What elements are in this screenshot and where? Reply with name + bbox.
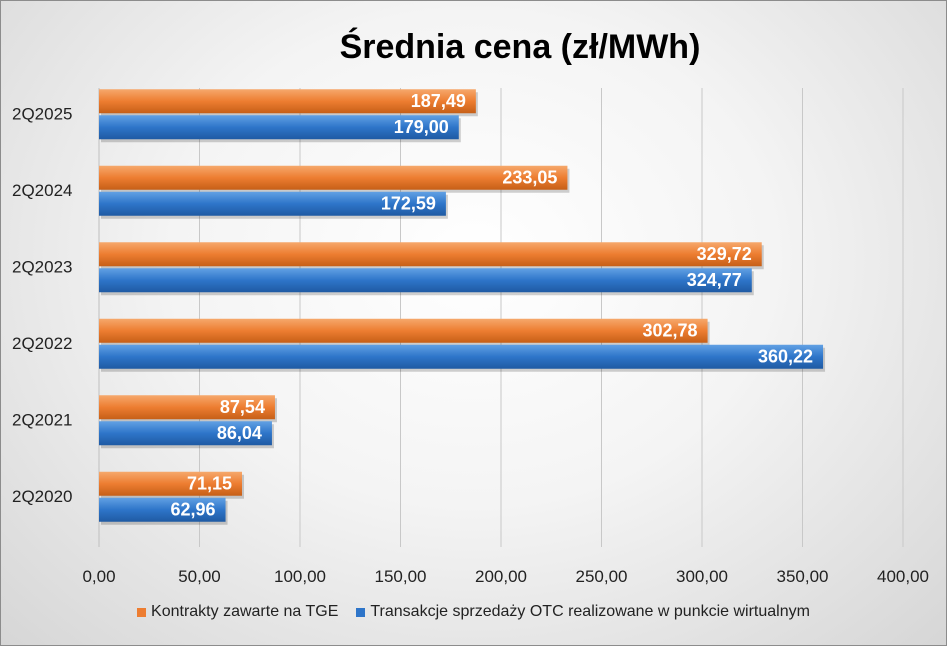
bar-tge-2Q2024 — [99, 165, 568, 190]
bar-otc-2Q2023 — [99, 268, 752, 293]
bar-tge-2Q2025 — [99, 89, 476, 114]
bar-otc-2Q2025 — [99, 115, 459, 140]
data-label-otc-2Q2023: 324,77 — [687, 270, 742, 290]
x-tick-label-8: 400,00 — [877, 567, 929, 586]
x-tick-label-6: 300,00 — [676, 567, 728, 586]
data-label-tge-2Q2023: 329,72 — [697, 244, 752, 264]
legend-swatch-otc — [356, 607, 366, 617]
x-tick-label-1: 50,00 — [178, 567, 221, 586]
data-label-tge-2Q2021: 87,54 — [220, 397, 265, 417]
y-tick-label-1: 2Q2024 — [12, 181, 73, 200]
x-tick-label-0: 0,00 — [82, 567, 115, 586]
legend-item-otc: Transakcje sprzedaży OTC realizowane w p… — [356, 603, 810, 621]
y-tick-label-4: 2Q2021 — [12, 411, 73, 430]
x-tick-label-7: 350,00 — [777, 567, 829, 586]
legend-item-tge: Kontrakty zawarte na TGE — [137, 603, 338, 621]
data-label-tge-2Q2020: 71,15 — [187, 474, 232, 494]
data-label-tge-2Q2025: 187,49 — [411, 91, 466, 111]
data-label-otc-2Q2022: 360,22 — [758, 347, 813, 367]
y-tick-label-5: 2Q2020 — [12, 487, 73, 506]
x-tick-label-5: 250,00 — [576, 567, 628, 586]
bar-otc-2Q2022 — [99, 344, 824, 369]
bar-tge-2Q2022 — [99, 318, 708, 343]
bar-tge-2Q2020 — [99, 471, 243, 496]
data-label-otc-2Q2024: 172,59 — [381, 194, 436, 214]
bar-otc-2Q2020 — [99, 497, 226, 522]
data-label-otc-2Q2025: 179,00 — [394, 117, 449, 137]
y-tick-label-3: 2Q2022 — [12, 334, 73, 353]
chart-title: Średnia cena (zł/MWh) — [339, 28, 701, 66]
x-tick-label-4: 200,00 — [475, 567, 527, 586]
data-label-otc-2Q2020: 62,96 — [171, 500, 216, 520]
legend-label-tge: Kontrakty zawarte na TGE — [151, 603, 339, 620]
x-tick-label-3: 150,00 — [375, 567, 427, 586]
x-tick-label-2: 100,00 — [274, 567, 326, 586]
bar-tge-2Q2021 — [99, 395, 275, 420]
bar-tge-2Q2023 — [99, 242, 762, 267]
legend-label-otc: Transakcje sprzedaży OTC realizowane w p… — [370, 603, 810, 620]
bar-otc-2Q2024 — [99, 191, 446, 216]
data-label-otc-2Q2021: 86,04 — [217, 423, 262, 443]
y-tick-label-2: 2Q2023 — [12, 258, 73, 277]
legend: Kontrakty zawarte na TGE Transakcje sprz… — [0, 603, 947, 621]
bar-otc-2Q2021 — [99, 421, 272, 446]
data-label-tge-2Q2022: 302,78 — [643, 321, 698, 341]
data-label-tge-2Q2024: 233,05 — [502, 168, 557, 188]
legend-swatch-tge — [137, 607, 147, 617]
y-tick-label-0: 2Q2025 — [12, 105, 73, 124]
